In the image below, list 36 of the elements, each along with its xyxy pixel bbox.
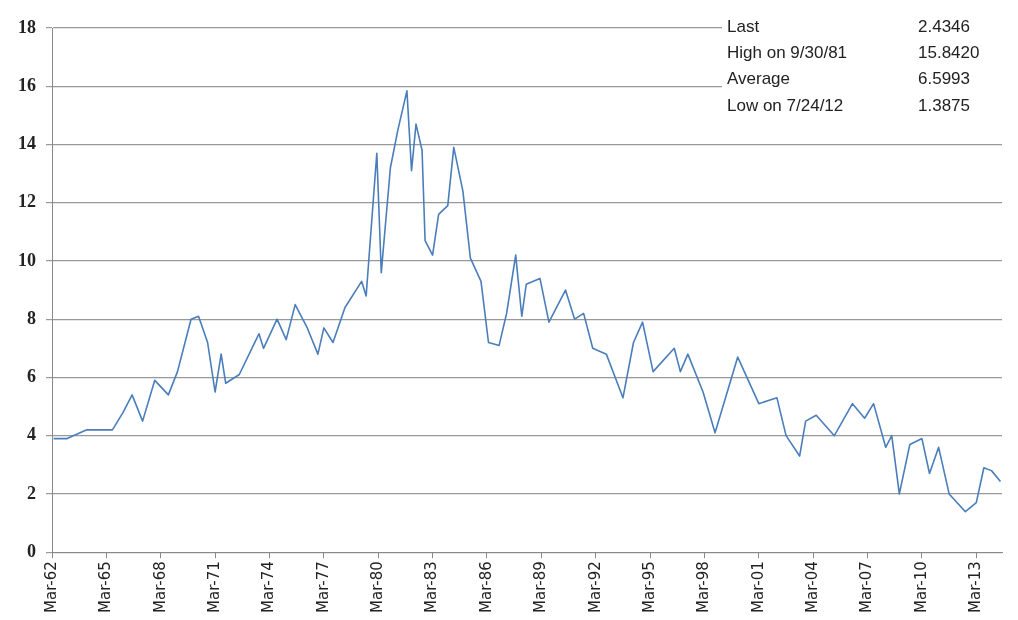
x-tick-label: Mar-95 [639, 561, 658, 613]
x-tick-label: Mar-89 [531, 561, 550, 613]
x-tick-label: Mar-83 [422, 561, 441, 613]
y-tick-label: 12 [18, 191, 36, 212]
annotation: 15.8420 [918, 42, 980, 62]
y-tick-label: 16 [18, 74, 36, 95]
annotation: 1.3875 [918, 95, 970, 115]
annotation: 2.4346 [918, 16, 970, 36]
x-tick-label: Mar-68 [150, 561, 169, 613]
x-tick-label: Mar-74 [259, 561, 278, 613]
x-tick-label: Mar-65 [96, 561, 115, 613]
y-tick-label: 4 [27, 424, 36, 445]
x-tick-label: Mar-98 [694, 561, 713, 613]
x-tick-label: Mar-07 [857, 561, 876, 613]
x-tick-label: Mar-01 [748, 561, 767, 613]
annotation: Last [727, 16, 760, 36]
annotation: Low on 7/24/12 [727, 95, 844, 115]
y-tick-label: 8 [27, 307, 36, 328]
y-tick-label: 18 [18, 16, 36, 37]
y-tick-label: 2 [27, 482, 36, 503]
x-tick-label: Mar-92 [585, 561, 604, 613]
x-tick-label: Mar-80 [368, 561, 387, 613]
x-tick-label: Mar-71 [204, 561, 223, 613]
y-tick-label: 14 [18, 133, 36, 154]
x-tick-label: Mar-13 [966, 561, 985, 613]
y-tick-label: 10 [18, 249, 36, 270]
annotation: Average [727, 69, 791, 89]
y-tick-label: 0 [27, 540, 36, 561]
x-tick-label: Mar-77 [313, 561, 332, 613]
x-tick-label: Mar-04 [803, 561, 822, 613]
annotation: High on 9/30/81 [727, 42, 848, 62]
x-tick-label: Mar-10 [911, 561, 930, 613]
x-tick-label: Mar-62 [41, 561, 60, 613]
y-tick-label: 6 [27, 366, 36, 387]
annotation: 6.5993 [918, 69, 970, 89]
x-tick-label: Mar-86 [476, 561, 495, 613]
